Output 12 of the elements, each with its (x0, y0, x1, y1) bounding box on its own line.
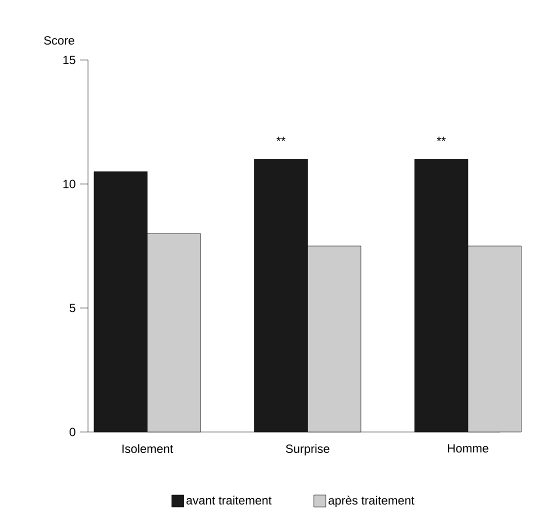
x-tick-label: Surprise (286, 444, 330, 456)
y-tick-label: 15 (63, 56, 76, 64)
x-tick-label: Homme (448, 444, 488, 453)
annotation: ** (436, 136, 446, 141)
x-tick-label: Isolement (122, 444, 174, 453)
y-tick-label: 0 (70, 428, 76, 436)
legend-label: après traitement (328, 496, 414, 507)
y-axis-title: Score (44, 36, 74, 45)
y-tick-label: 10 (63, 180, 76, 188)
y-tick-label: 5 (70, 304, 76, 312)
legend-label: avant traitement (186, 496, 272, 505)
annotation: ** (276, 136, 286, 141)
